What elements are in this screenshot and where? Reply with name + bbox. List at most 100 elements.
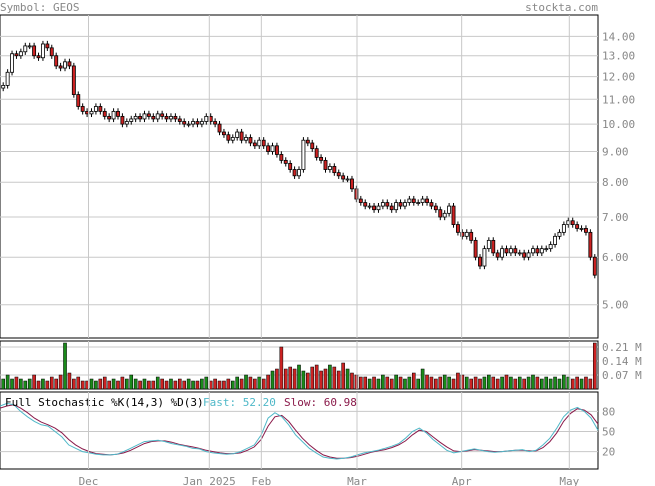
price-candle-body [513, 248, 518, 254]
price-candle-body [429, 202, 434, 207]
price-candle-body [292, 169, 297, 177]
volume-bar [244, 374, 248, 390]
volume-bar [178, 378, 182, 390]
volume-bar [584, 376, 588, 390]
price-candle-body [579, 228, 584, 230]
volume-bar [306, 372, 310, 390]
price-candle-body [199, 121, 204, 125]
stochastic-title: Full Stochastic %K(14,3) %D(3) [5, 396, 204, 409]
volume-bar [102, 376, 107, 390]
volume-bar [292, 368, 297, 390]
price-candle-body [93, 106, 98, 112]
price-candle-body [561, 224, 566, 233]
volume-bar [191, 380, 195, 390]
price-candle-body [354, 188, 359, 200]
price-candle-body [372, 205, 376, 211]
price-candle-body [358, 198, 363, 203]
price-candle-body [570, 220, 575, 225]
volume-bar [531, 374, 535, 390]
volume-bar [562, 374, 566, 390]
x-tick-label: Jan 2025 [183, 475, 236, 486]
price-candle-body [111, 110, 116, 120]
volume-bar [592, 342, 597, 390]
price-candle-body [517, 252, 522, 255]
volume-bar [345, 368, 350, 390]
price-tick-label: 5.00 [602, 299, 629, 312]
volume-bar [509, 376, 513, 390]
price-candle-body [169, 115, 173, 120]
price-tick-label: 6.00 [602, 251, 629, 264]
volume-bar [41, 378, 45, 390]
volume-bar [425, 374, 429, 390]
price-candle-body [336, 172, 341, 177]
volume-bar [460, 374, 465, 390]
volume-bar [522, 378, 526, 390]
price-candle-body [394, 202, 399, 211]
x-axis: Dec Jan 2025 Feb Mar Apr May [79, 15, 580, 486]
volume-bar [482, 376, 487, 390]
volume-bar [323, 368, 328, 390]
volume-bar [19, 378, 23, 390]
price-candle-body [442, 212, 447, 218]
price-candle-body [548, 244, 553, 250]
volume-bar [566, 376, 571, 390]
price-candle-body [107, 115, 112, 120]
stochastic-tick-label: 80 [602, 405, 615, 418]
price-tick-label: 10.00 [602, 118, 635, 131]
price-candle-body [584, 228, 588, 233]
stochastic-panel: 80 50 20 Full Stochastic %K(14,3) %D(3) Fa… [0, 391, 615, 470]
price-candle-body [363, 202, 368, 207]
volume-bar [32, 374, 36, 390]
price-candle-body [508, 248, 513, 254]
price-candle-body [142, 113, 147, 120]
price-candle-body [230, 137, 235, 141]
price-candle-body [469, 231, 474, 241]
volume-bar [447, 376, 451, 390]
price-candle-body [575, 224, 580, 229]
price-candle-body [257, 139, 262, 147]
volume-bar [98, 378, 103, 390]
volume-bar [125, 378, 129, 390]
volume-panel: 0.21 M0.14 M0.07 M [0, 340, 642, 390]
price-tick-label: 7.00 [602, 211, 629, 224]
price-candle-body [14, 53, 19, 57]
price-candle-body [138, 115, 143, 120]
price-candle-body [553, 235, 558, 245]
price-candle-body [341, 175, 346, 180]
price-candle-body [54, 55, 59, 67]
price-candle-body [5, 71, 10, 86]
price-candle-body [133, 115, 138, 120]
price-candle-body [244, 137, 248, 141]
price-candle-body [327, 166, 332, 170]
volume-bar [398, 376, 403, 390]
volume-bar [72, 378, 76, 390]
volume-bar [328, 364, 332, 390]
volume-bar [253, 378, 257, 390]
volume-bar [544, 376, 549, 390]
price-candle-body [226, 134, 231, 141]
volume-bar [297, 364, 301, 390]
price-candle-body [425, 198, 429, 203]
price-candle-body [102, 110, 107, 117]
price-candle-body [146, 113, 151, 117]
price-candle-body [473, 239, 478, 258]
price-candle-body [332, 166, 337, 174]
volume-bar [526, 376, 531, 390]
price-candle-body [376, 205, 381, 211]
price-candle-body [301, 139, 306, 170]
volume-bar [367, 378, 372, 390]
volume-bar [570, 378, 575, 390]
volume-tick-label: 0.21 M [602, 341, 642, 354]
volume-bar [80, 380, 85, 390]
price-candle-body [27, 45, 32, 48]
volume-bar [54, 378, 58, 390]
volume-bar [217, 380, 222, 390]
volume-bar [535, 376, 540, 390]
price-candle-body [319, 157, 324, 161]
volume-bar [230, 380, 235, 390]
volume-bar [1, 378, 6, 390]
stochastic-slow-value: Slow: 60.98 [284, 396, 357, 409]
price-candle-body [416, 202, 421, 204]
price-candle-body [566, 220, 571, 225]
volume-bar [226, 378, 231, 390]
